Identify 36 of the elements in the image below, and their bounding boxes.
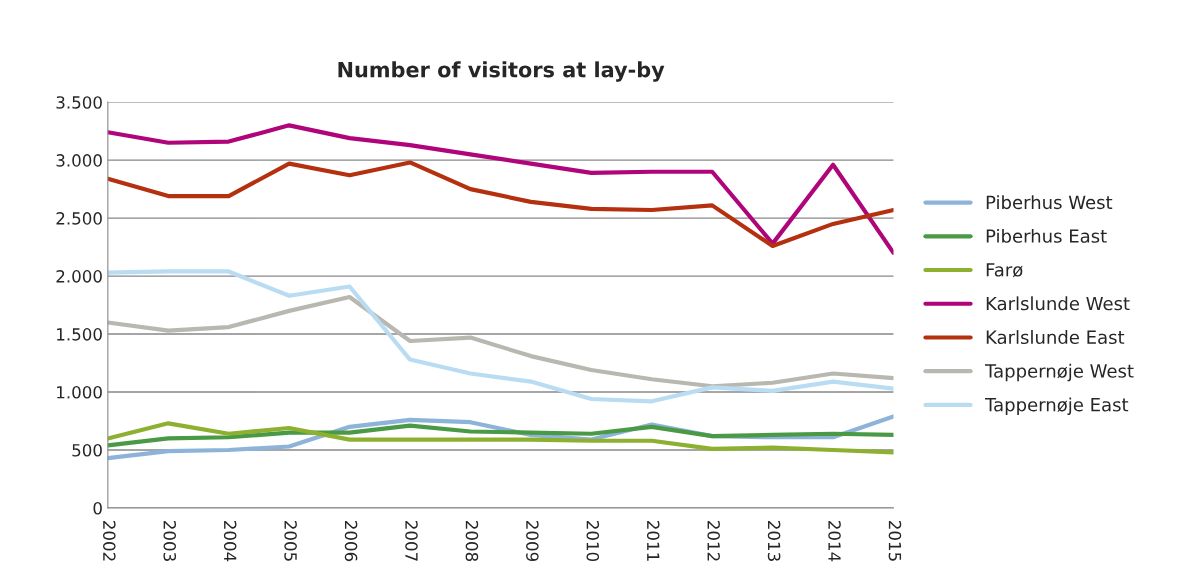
x-tick-label: 2007: [405, 521, 418, 561]
line-series: [107, 269, 894, 404]
line-series: [107, 423, 894, 448]
legend-label: Tappernøje West: [984, 363, 1134, 382]
y-tick-label: 2.000: [56, 270, 102, 283]
y-tick-label: 1.500: [57, 328, 102, 341]
x-tick-label: 2010: [586, 521, 600, 562]
y-tick-label: 2.500: [56, 212, 102, 225]
legend-label: Farø: [986, 263, 1023, 278]
x-tick-label: 2012: [707, 521, 720, 561]
chart-title: Number of visitors at lay-by: [338, 61, 665, 82]
legend-label: Karlslunde East: [986, 330, 1125, 345]
line-series: [107, 294, 894, 389]
x-tick-label: 2004: [223, 521, 237, 562]
x-tick-label: 2008: [465, 521, 479, 562]
line-series: [107, 123, 894, 255]
x-tick-label: 2014: [828, 521, 841, 562]
line-series: [107, 160, 894, 249]
x-tick-label: 2005: [284, 521, 297, 561]
legend-label: Piberhus West: [986, 195, 1113, 210]
y-tick-label: 0: [93, 501, 102, 515]
legend-label: Karlslunde West: [986, 296, 1130, 311]
x-tick-label: 2009: [526, 521, 539, 562]
line-series: [107, 421, 894, 455]
x-tick-label: 2013: [767, 521, 781, 561]
legend-label: Tappernøje East: [984, 397, 1129, 415]
x-tick-label: 2011: [646, 521, 660, 561]
x-tick-label: 2015: [888, 521, 902, 561]
y-tick-label: 3.000: [56, 154, 102, 167]
y-tick-label: 3.500: [56, 96, 102, 109]
legend-label: Piberhus East: [986, 228, 1107, 243]
y-tick-label: 1.000: [57, 386, 102, 399]
x-tick-label: 2003: [163, 521, 177, 561]
y-tick-label: 500: [72, 443, 102, 457]
x-tick-label: 2006: [344, 521, 358, 562]
x-tick-label: 2002: [103, 521, 116, 561]
